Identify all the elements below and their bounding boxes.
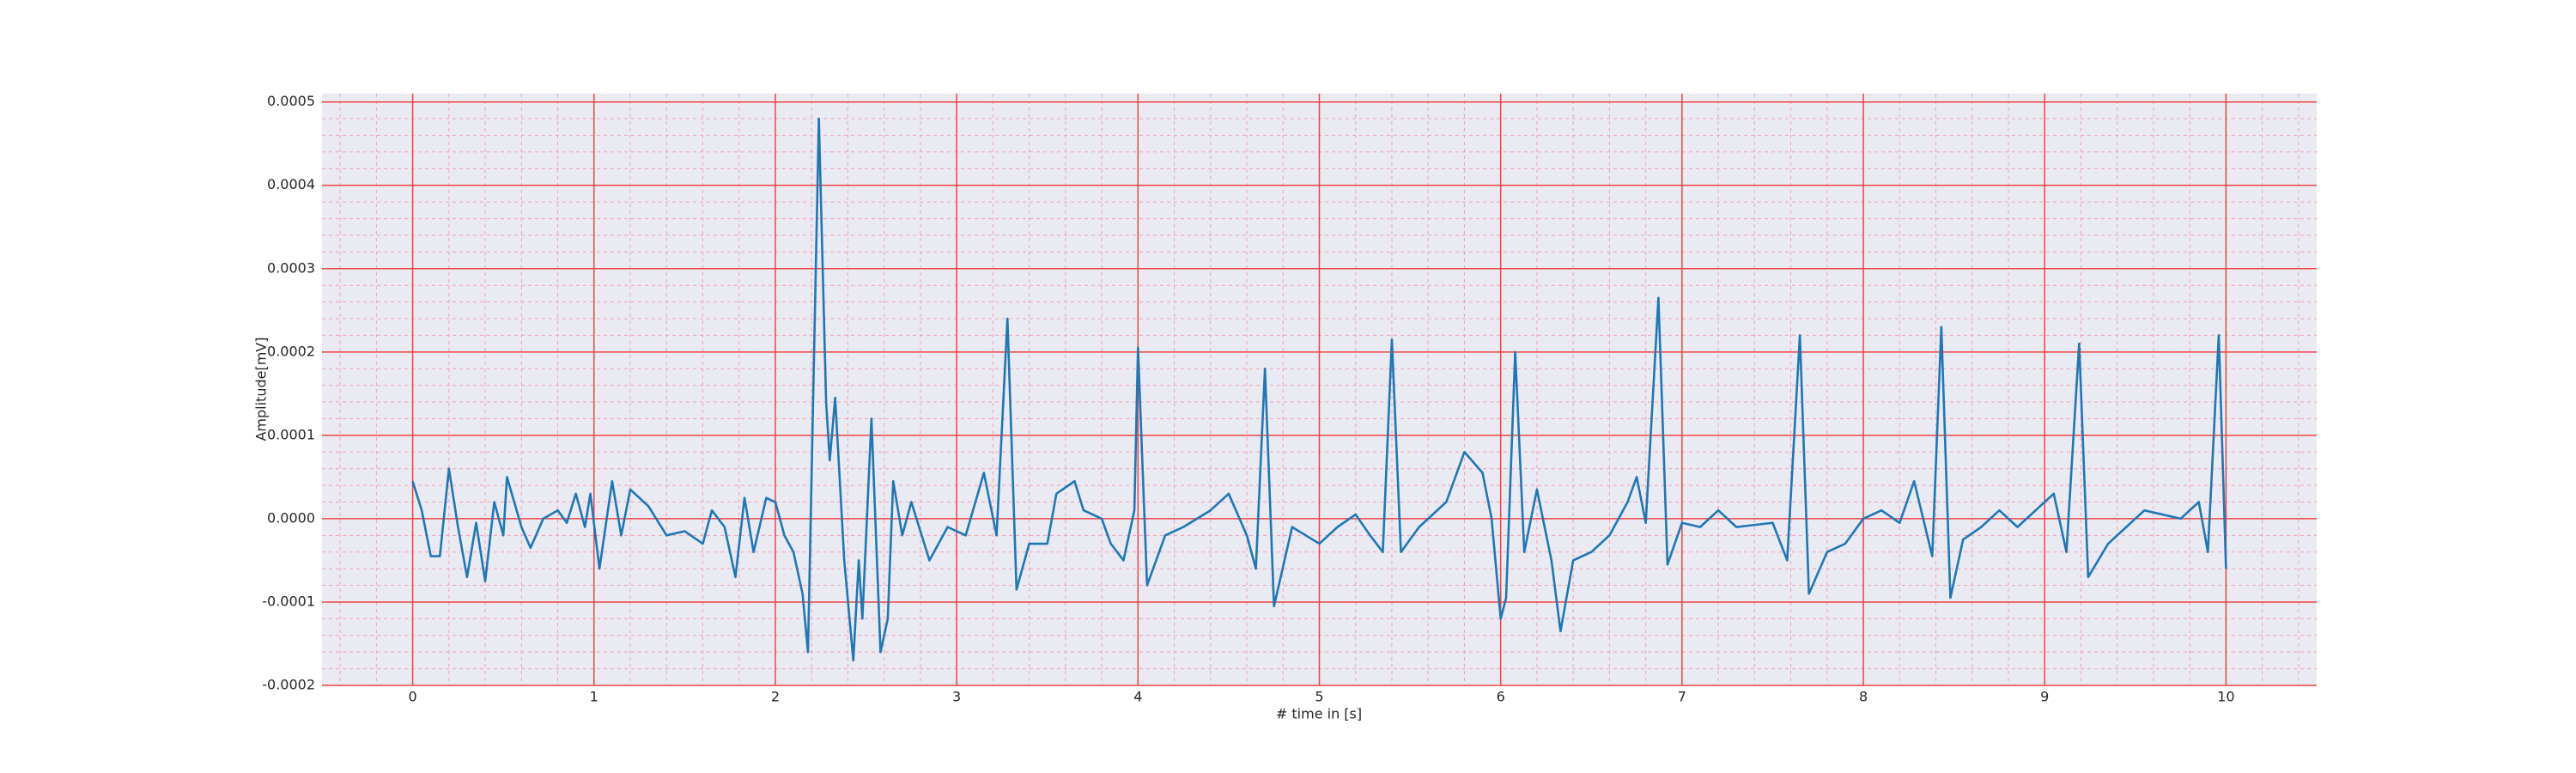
y-tick-label: 0.0004 — [267, 176, 315, 192]
x-tick-label: 0 — [408, 689, 416, 705]
x-tick-label: 2 — [771, 689, 780, 705]
y-tick-label: 0.0005 — [267, 93, 315, 109]
y-tick-label: 0.0003 — [267, 259, 315, 276]
signal-line — [411, 117, 2227, 662]
y-tick-label: -0.0002 — [262, 677, 315, 693]
x-tick-label: 6 — [1497, 689, 1505, 705]
x-tick-label: 5 — [1315, 689, 1323, 705]
x-tick-label: 10 — [2217, 689, 2234, 705]
y-tick-label: 0.0000 — [267, 509, 315, 526]
x-axis-label: # time in [s] — [1276, 706, 1362, 722]
x-tick-label: 8 — [1859, 689, 1868, 705]
y-tick-label: 0.0002 — [267, 343, 315, 359]
y-tick-label: -0.0001 — [262, 593, 315, 609]
x-tick-label: 1 — [590, 689, 598, 705]
x-tick-label: 7 — [1678, 689, 1686, 705]
y-axis-label: Amplitude[mV] — [253, 337, 270, 441]
x-tick-label: 4 — [1133, 689, 1142, 705]
x-tick-label: 9 — [2040, 689, 2049, 705]
x-tick-label: 3 — [952, 689, 961, 705]
y-tick-label: 0.0001 — [267, 426, 315, 442]
